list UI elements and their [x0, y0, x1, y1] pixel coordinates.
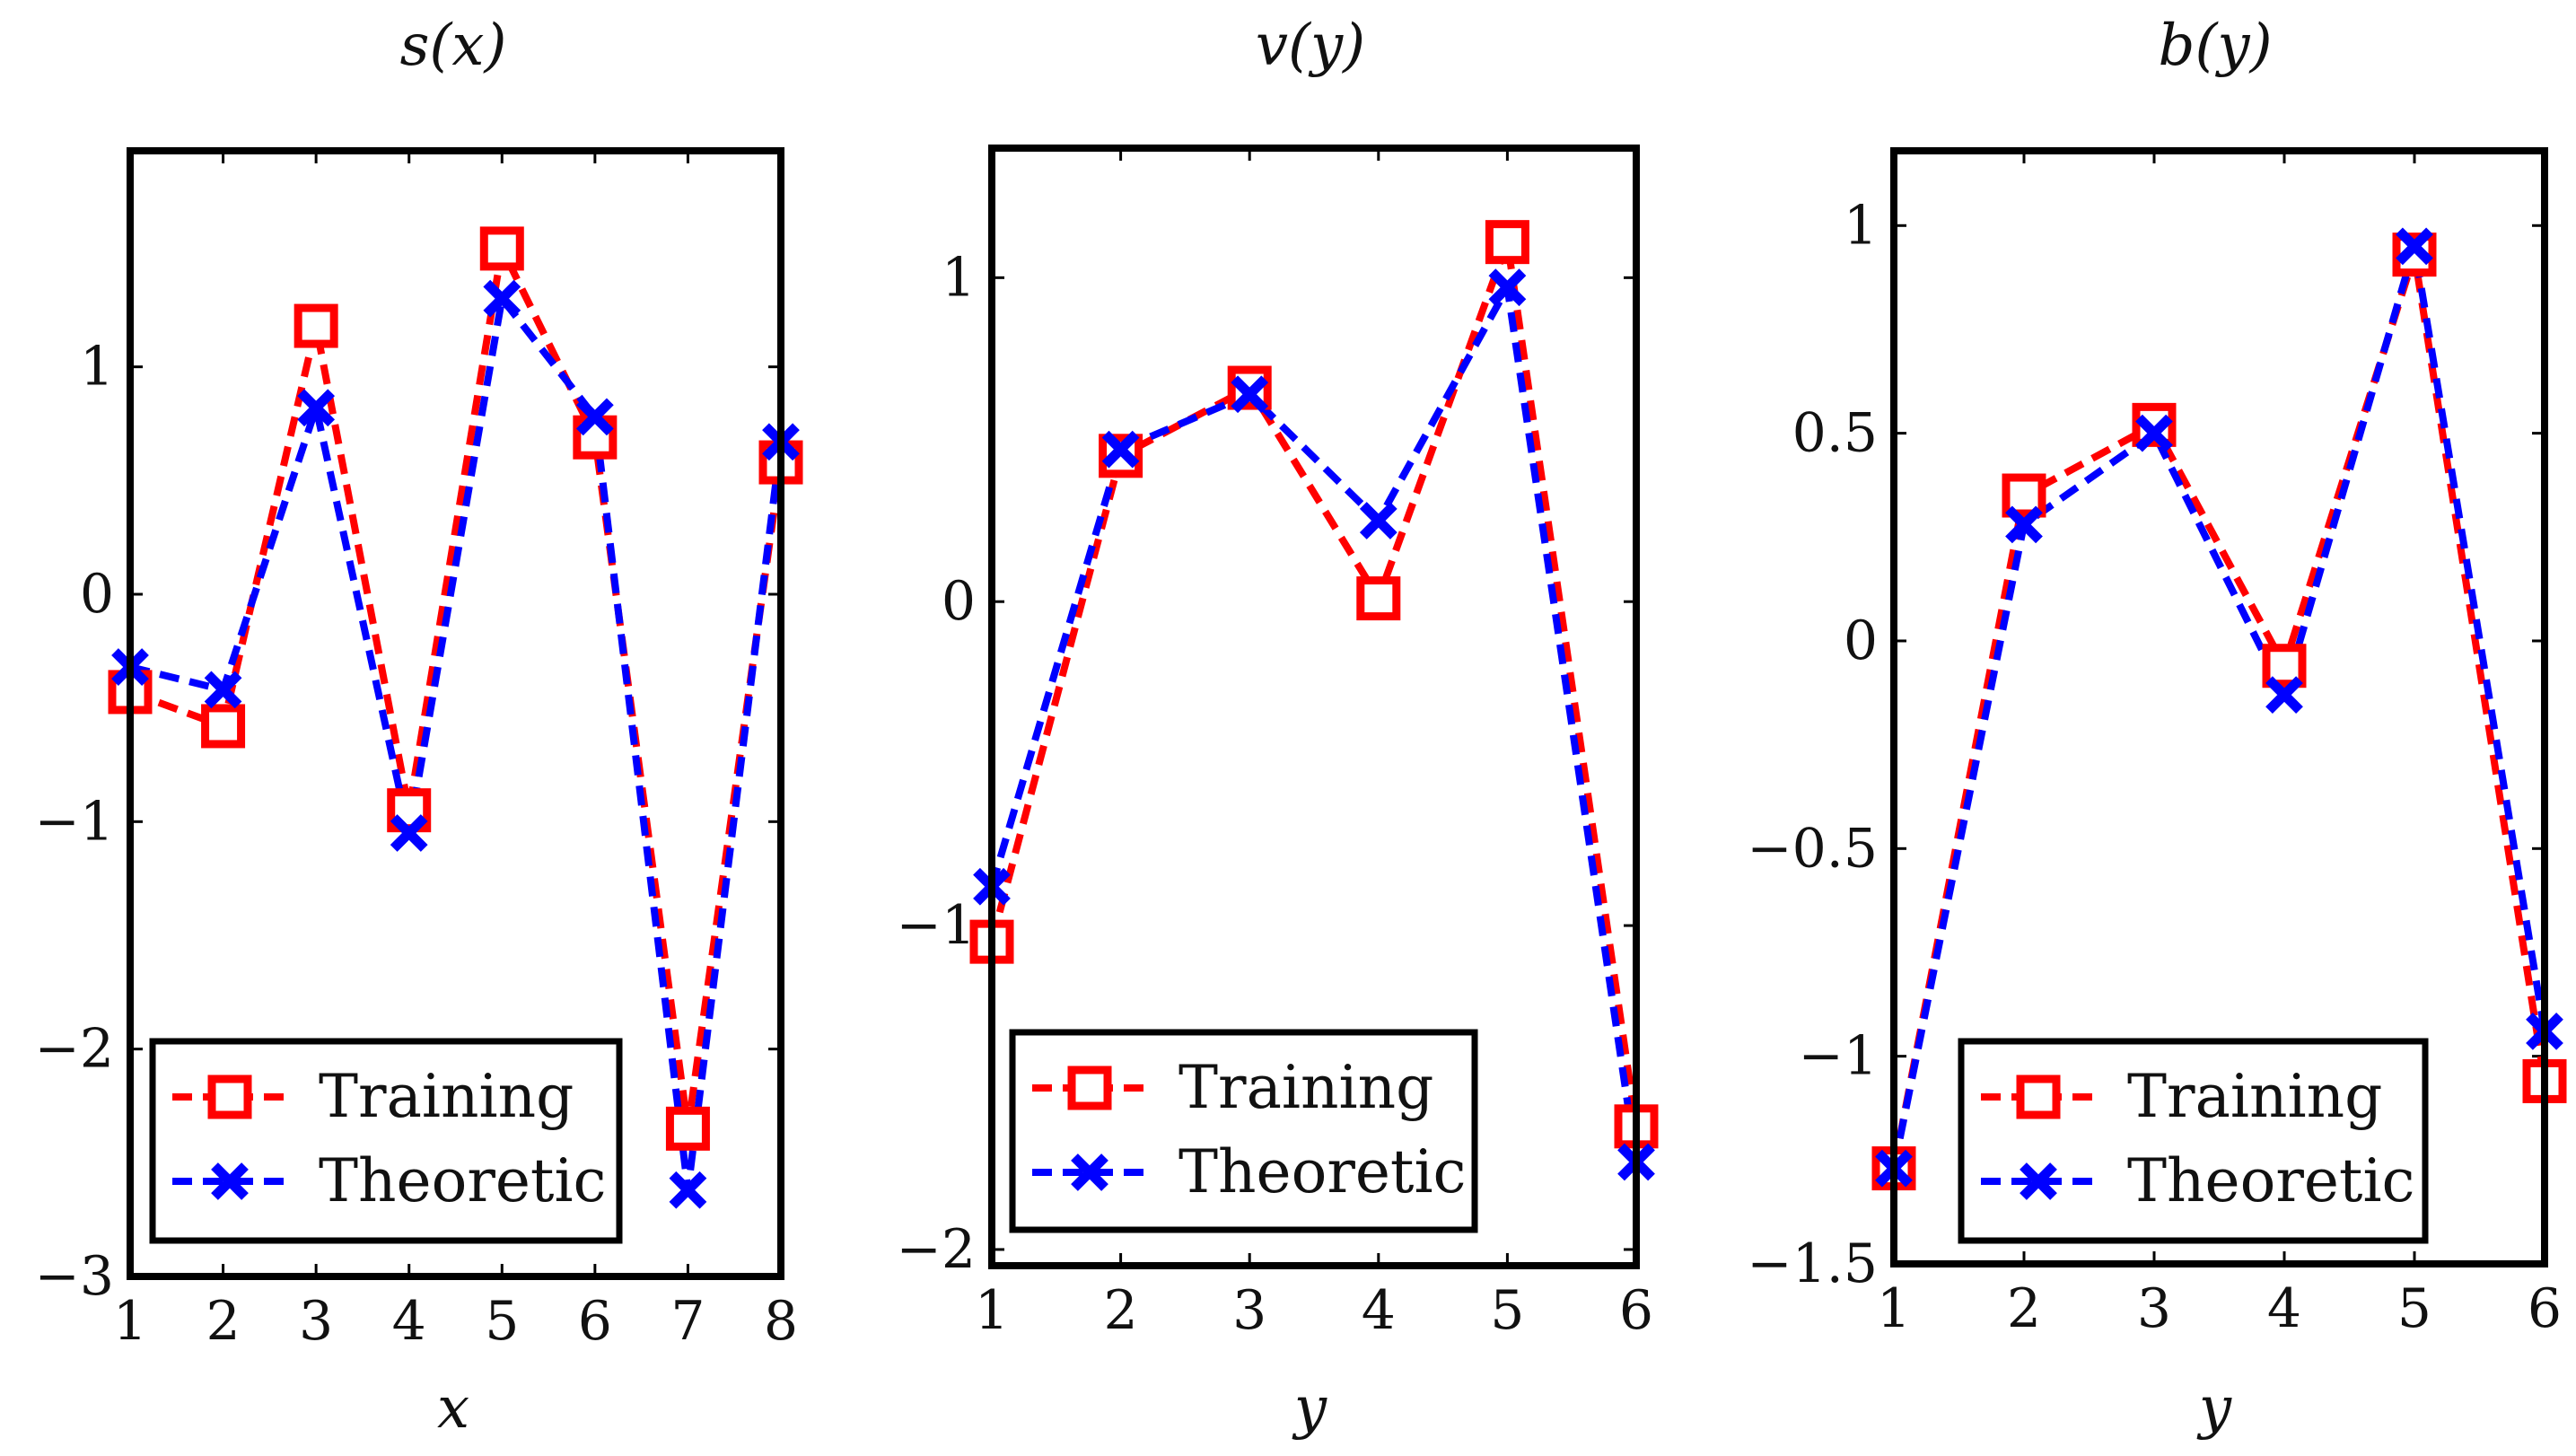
y-tick-label: −1: [1799, 1025, 1878, 1088]
data-point-theoretic: [1101, 430, 1140, 469]
y-tick-label: −2: [35, 1018, 114, 1081]
x-tick-label: 6: [2528, 1277, 2562, 1340]
y-tick-label: 1: [942, 246, 976, 309]
y-tick-label: 0: [80, 563, 114, 626]
data-point-theoretic: [669, 1171, 707, 1209]
data-point-theoretic: [297, 389, 336, 427]
x-tick-label: 4: [2267, 1277, 2301, 1340]
x-tick-label: 3: [299, 1290, 333, 1353]
x-tick-label: 5: [2397, 1277, 2431, 1340]
legend: Training Theoretic: [149, 1038, 623, 1244]
data-point-theoretic: [390, 814, 428, 852]
legend-label-training: Training: [1178, 1053, 1433, 1122]
panel-b-of-y: b(y) y −1.5 −1 −0.5 0 0.5 1 1 2 3 4 5 6 Training Theo…: [1747, 13, 2567, 1442]
legend-marker-training: [207, 1074, 252, 1119]
legend-marker-training: [2016, 1074, 2061, 1119]
y-tick-label: 0: [1844, 610, 1878, 672]
panel-v-of-y: v(y) y −2 −1 0 1 1 2 3 4 5 6 Training Theoretic: [897, 13, 1659, 1442]
series-line-training: [128, 244, 784, 1133]
data-point-training: [201, 704, 246, 749]
legend: Training Theoretic: [1958, 1038, 2429, 1244]
y-tick-label: −1: [35, 790, 114, 853]
x-tick-label: 2: [206, 1290, 240, 1353]
y-tick-label: 1: [1844, 194, 1878, 257]
x-tick-label: 3: [1232, 1279, 1266, 1342]
data-point-training: [479, 226, 524, 271]
x-tick-label: 6: [1619, 1279, 1653, 1342]
y-tick-label: 1: [80, 336, 114, 399]
y-tick-label: 0.5: [1792, 402, 1878, 465]
legend-label-training: Training: [2127, 1062, 2382, 1131]
legend: Training Theoretic: [1009, 1029, 1478, 1233]
y-tick-label: −2: [897, 1218, 976, 1281]
legend-label-theoretic: Theoretic: [1178, 1137, 1467, 1206]
y-tick-label: −1: [897, 894, 976, 957]
x-tick-label: 5: [1490, 1279, 1524, 1342]
axes-frame: [988, 145, 1640, 1269]
legend-marker-theoretic: [2020, 1162, 2057, 1200]
x-tick-label: 1: [975, 1279, 1009, 1342]
series-line-training: [988, 238, 1640, 1127]
x-tick-label: 5: [485, 1290, 519, 1353]
x-tick-label: 1: [113, 1290, 147, 1353]
chart-title: s(x): [400, 13, 507, 79]
x-tick-label: 7: [670, 1290, 705, 1353]
y-tick-label: −0.5: [1747, 817, 1878, 880]
legend-marker-theoretic: [211, 1162, 249, 1200]
legend-box: [149, 1038, 623, 1244]
data-point-theoretic: [483, 279, 521, 318]
data-point-theoretic: [2135, 414, 2173, 452]
axes-frame: [1890, 147, 2548, 1267]
y-tick-label: −1.5: [1747, 1232, 1878, 1295]
legend-label-theoretic: Theoretic: [2127, 1146, 2415, 1215]
axes-frame: [127, 147, 784, 1280]
series-line-theoretic: [129, 294, 784, 1194]
x-axis-label: y: [1292, 1375, 1327, 1442]
legend-marker-theoretic: [1071, 1153, 1108, 1191]
x-tick-label: 4: [1362, 1279, 1396, 1342]
data-point-theoretic: [2396, 227, 2433, 266]
y-tick-label: −3: [35, 1245, 114, 1308]
x-axis-label: y: [2196, 1375, 2232, 1442]
data-point-theoretic: [2265, 676, 2303, 715]
x-axis-label: x: [437, 1375, 469, 1442]
x-tick-label: 3: [2137, 1277, 2171, 1340]
data-point-theoretic: [1231, 375, 1269, 414]
legend-box: [1958, 1038, 2429, 1244]
chart-title: v(y): [1256, 13, 1365, 79]
x-tick-label: 2: [1104, 1279, 1138, 1342]
data-point-training: [1356, 576, 1401, 621]
legend-marker-training: [1067, 1066, 1112, 1110]
data-point-theoretic: [2005, 505, 2043, 544]
data-point-training: [1485, 220, 1529, 265]
x-tick-label: 6: [578, 1290, 612, 1353]
series-line-theoretic: [1890, 242, 2548, 1170]
legend-label-training: Training: [319, 1062, 574, 1131]
x-tick-label: 8: [764, 1290, 798, 1353]
data-point-training: [665, 1106, 710, 1151]
legend-box: [1009, 1029, 1478, 1233]
x-tick-label: 4: [392, 1290, 426, 1353]
x-tick-label: 1: [1877, 1277, 1911, 1340]
x-tick-label: 2: [2007, 1277, 2041, 1340]
data-point-theoretic: [1488, 268, 1527, 307]
data-point-training: [294, 303, 338, 348]
chart-title: b(y): [2158, 13, 2272, 79]
y-tick-label: 0: [942, 570, 976, 633]
data-point-theoretic: [1359, 502, 1398, 539]
data-point-theoretic: [204, 671, 242, 709]
series-line-theoretic: [988, 284, 1640, 1163]
legend-label-theoretic: Theoretic: [319, 1146, 607, 1215]
data-point-theoretic: [575, 398, 614, 436]
